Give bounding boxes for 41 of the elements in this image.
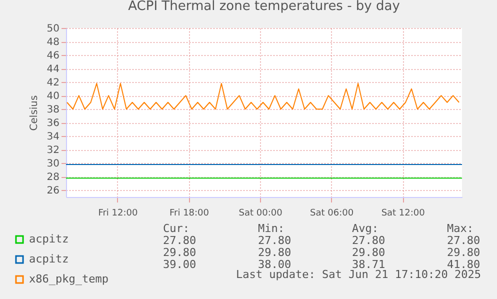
text: Avg:	[352, 222, 378, 235]
legend-label: x86_pkg_temp	[29, 272, 108, 286]
text: Last update: Sat Jun 21 17:10:20 2025	[236, 268, 481, 281]
x-tick-label: Fri 12:00	[98, 208, 138, 218]
y-tick-label: 36	[46, 118, 60, 130]
y-tick-label: 44	[46, 64, 60, 76]
text: Max:	[447, 222, 474, 235]
text: Min:	[258, 222, 284, 235]
y-tick-label: 40	[46, 91, 60, 102]
y-tick-label: 34	[46, 132, 60, 143]
text: 27.80	[352, 234, 386, 247]
y-tick-label: 42	[46, 78, 60, 89]
y-tick-label: 50	[46, 24, 60, 34]
y-tick-label: 38	[46, 104, 60, 116]
text: 41.80	[447, 258, 480, 271]
x-tick-label: Fri 18:00	[169, 208, 210, 218]
y-tick-label: 46	[46, 50, 60, 62]
text: 38.71	[352, 258, 386, 271]
y-tick-label: 30	[46, 158, 60, 170]
x-tick-label: Sat 00:00	[238, 208, 283, 218]
y-axis-title: Celsius	[28, 95, 40, 131]
text: 29.80	[447, 246, 480, 259]
x-tick-label: Sat 12:00	[381, 208, 426, 218]
chart-title: ACPI Thermal zone temperatures - by day	[128, 0, 400, 14]
text: 38.00	[258, 258, 292, 271]
line-series	[66, 82, 460, 110]
y-tick-label: 32	[46, 145, 60, 156]
legend-label: acpitz	[29, 252, 69, 266]
text: 29.80	[258, 246, 292, 259]
legend-label: acpitz	[29, 232, 69, 246]
y-tick-label: 26	[46, 186, 60, 197]
y-tick-label: 28	[46, 172, 60, 184]
text: 27.80	[447, 234, 480, 247]
text: 27.80	[258, 234, 292, 247]
y-tick-label: 48	[46, 37, 60, 48]
text: 39.00	[163, 258, 196, 271]
text: 29.80	[352, 246, 386, 259]
text: Cur:	[163, 222, 190, 235]
text: 29.80	[163, 246, 196, 259]
text: 27.80	[163, 234, 196, 247]
x-tick-label: Sat 06:00	[310, 208, 354, 218]
